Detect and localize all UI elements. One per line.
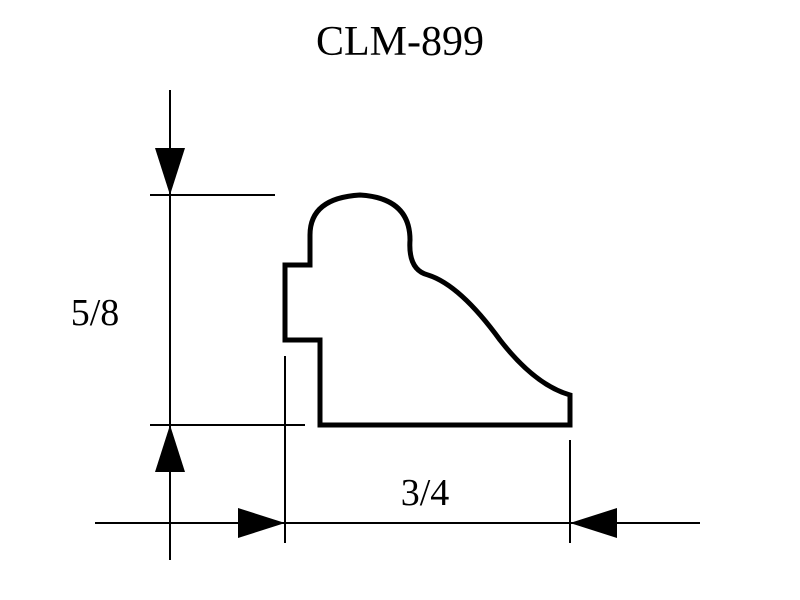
vdim-arrow-bottom: [155, 425, 185, 472]
part-title: CLM-899: [316, 19, 484, 65]
molding-profile: [285, 195, 570, 425]
hdim-arrow-left: [238, 508, 285, 538]
height-dimension-label: 5/8: [71, 292, 120, 334]
width-dimension-label: 3/4: [401, 472, 450, 514]
technical-drawing: CLM-899 5/8 3/4: [0, 0, 800, 600]
vdim-arrow-top: [155, 148, 185, 195]
hdim-arrow-right: [570, 508, 617, 538]
